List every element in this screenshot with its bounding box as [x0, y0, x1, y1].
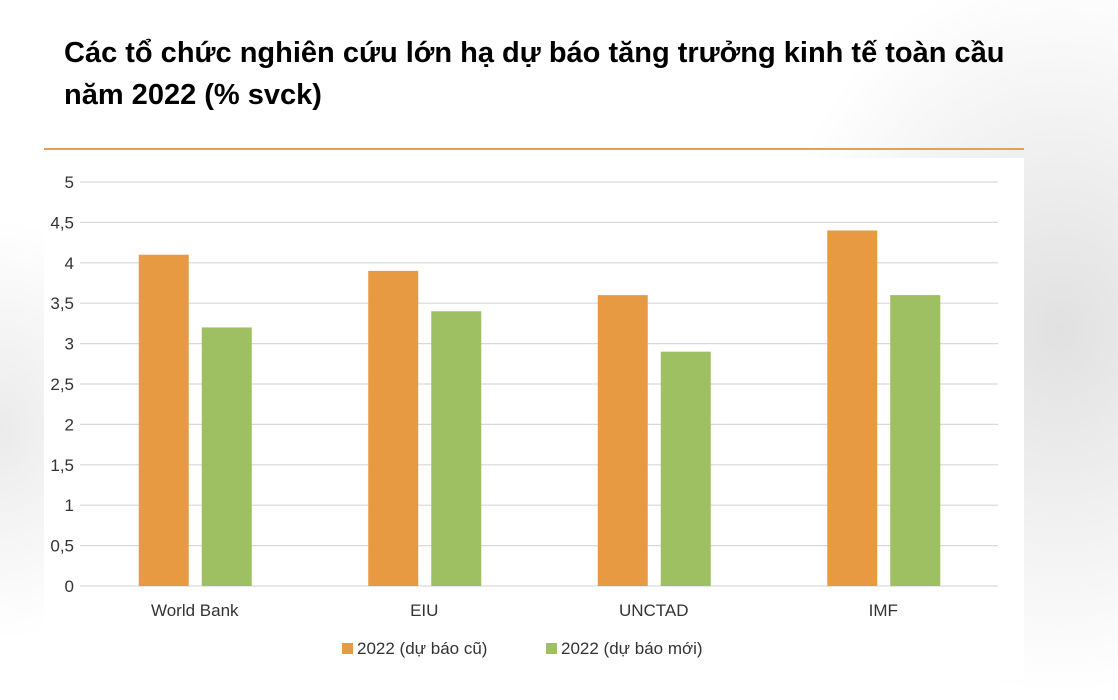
x-tick-label: UNCTAD	[619, 601, 689, 620]
slide-title: Các tổ chức nghiên cứu lớn hạ dự báo tăn…	[64, 37, 1005, 111]
y-tick-label: 1	[65, 496, 74, 515]
y-tick-label: 5	[65, 173, 74, 192]
y-tick-label: 0,5	[50, 537, 74, 556]
y-axis-ticks: 0 0,5 1 1,5 2 2,5 3 3,5 4 4,5 5	[50, 173, 74, 596]
x-tick-label: EIU	[410, 601, 438, 620]
bars	[138, 230, 941, 586]
title-divider	[44, 148, 1024, 150]
bar-chart: 0 0,5 1 1,5 2 2,5 3 3,5 4 4,5 5 World Bank EIU UNCTA…	[50, 173, 998, 658]
legend-label: 2022 (dự báo mới)	[561, 639, 703, 658]
bar-new-forecast	[660, 351, 711, 586]
legend-label: 2022 (dự báo cũ)	[357, 639, 487, 658]
bar-new-forecast	[890, 295, 941, 586]
x-axis-ticks: World Bank EIU UNCTAD IMF	[151, 601, 898, 620]
y-tick-label: 4,5	[50, 213, 74, 232]
y-tick-label: 3,5	[50, 294, 74, 313]
legend: 2022 (dự báo cũ) 2022 (dự báo mới)	[342, 639, 703, 658]
bar-old-forecast	[827, 230, 878, 586]
y-tick-label: 2,5	[50, 375, 74, 394]
bar-new-forecast	[201, 327, 252, 586]
chart-panel: 0 0,5 1 1,5 2 2,5 3 3,5 4 4,5 5 World Bank EIU UNCTA…	[44, 158, 1024, 680]
bar-old-forecast	[138, 254, 189, 586]
y-tick-label: 1,5	[50, 456, 74, 475]
legend-swatch	[342, 643, 353, 654]
legend-swatch	[546, 643, 557, 654]
bar-old-forecast	[597, 295, 648, 586]
x-tick-label: IMF	[869, 601, 898, 620]
bar-old-forecast	[368, 270, 419, 586]
bar-new-forecast	[431, 311, 482, 586]
x-tick-label: World Bank	[151, 601, 239, 620]
y-tick-label: 0	[65, 577, 74, 596]
y-tick-label: 4	[65, 254, 74, 273]
y-tick-label: 2	[65, 415, 74, 434]
y-tick-label: 3	[65, 335, 74, 354]
